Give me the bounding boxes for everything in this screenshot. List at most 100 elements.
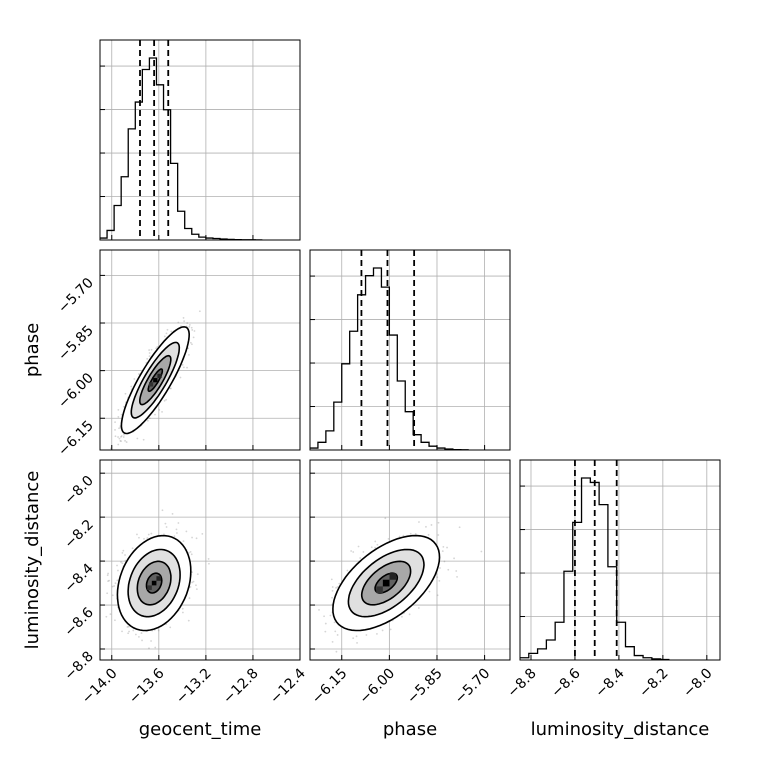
- scatter-point: [189, 341, 192, 344]
- scatter-point: [370, 546, 373, 549]
- scatter-point: [111, 594, 114, 597]
- scatter-point: [140, 632, 143, 634]
- x-tick-label: −8.6: [548, 665, 583, 700]
- scatter-point: [181, 611, 184, 614]
- panel-frame-luminosity_distance-luminosity_distance: [519, 459, 721, 661]
- scatter-point: [336, 634, 339, 636]
- scatter-point: [117, 443, 120, 446]
- scatter-point: [142, 438, 145, 441]
- x-tick-label: −6.15: [309, 666, 351, 708]
- scatter-point: [188, 323, 191, 326]
- y-tick-label: −6.15: [55, 418, 97, 460]
- scatter-point: [441, 550, 444, 553]
- y-tick-label: −8.4: [61, 561, 96, 596]
- scatter-point: [331, 589, 334, 592]
- y-tick-label: −5.70: [55, 275, 97, 317]
- scatter-point: [189, 550, 192, 553]
- scatter-point: [192, 336, 195, 339]
- scatter-point: [439, 567, 441, 569]
- scatter-point: [207, 558, 210, 560]
- scatter-point: [117, 436, 119, 438]
- scatter-point: [357, 545, 360, 548]
- scatter-point: [356, 642, 358, 644]
- scatter-point: [105, 615, 108, 618]
- scatter-point: [318, 609, 320, 611]
- scatter-point: [198, 310, 201, 313]
- scatter-point: [191, 536, 193, 539]
- scatter-point: [418, 521, 420, 523]
- scatter-point: [398, 535, 401, 538]
- scatter-point: [365, 634, 368, 636]
- y-tick-label: −6.00: [55, 370, 97, 412]
- density-core: [389, 573, 397, 580]
- scatter-point: [125, 441, 128, 443]
- scatter-point: [117, 569, 119, 572]
- xlabel-geocent-time: geocent_time: [139, 719, 262, 740]
- scatter-point: [324, 622, 327, 625]
- scatter-point: [436, 594, 439, 597]
- scatter-point: [132, 629, 135, 632]
- scatter-point: [331, 586, 334, 588]
- scatter-point: [114, 435, 117, 438]
- density-core: [153, 378, 158, 383]
- scatter-point: [121, 630, 123, 633]
- scatter-point: [133, 378, 136, 380]
- scatter-point: [323, 615, 325, 618]
- scatter-point: [417, 607, 420, 609]
- scatter-point: [156, 345, 159, 348]
- y-tick-label: −5.85: [55, 323, 97, 365]
- scatter-point: [376, 633, 378, 635]
- scatter-point: [137, 373, 140, 375]
- scatter-point: [208, 562, 210, 565]
- scatter-point: [116, 564, 118, 567]
- scatter-point: [161, 410, 163, 413]
- scatter-point: [148, 355, 151, 358]
- scatter-point: [359, 557, 362, 559]
- scatter-point: [165, 526, 168, 528]
- panel-frame-phase-phase: [309, 249, 511, 451]
- scatter-point: [409, 532, 412, 535]
- scatter-point: [114, 582, 117, 585]
- scatter-point: [150, 640, 152, 642]
- scatter-point: [128, 630, 130, 633]
- scatter-point: [179, 376, 182, 379]
- scatter-point: [113, 585, 116, 587]
- scatter-point: [186, 366, 188, 369]
- scatter-point: [147, 533, 150, 536]
- scatter-point: [157, 629, 160, 632]
- scatter-point: [195, 584, 197, 587]
- scatter-point: [161, 509, 164, 512]
- scatter-point: [192, 580, 195, 583]
- scatter-point: [196, 573, 199, 576]
- x-tick-label: −13.2: [173, 666, 215, 708]
- scatter-point: [155, 347, 158, 350]
- y-tick-label: −8.6: [61, 605, 96, 640]
- scatter-point: [124, 559, 127, 562]
- scatter-point: [335, 650, 338, 653]
- scatter-point: [114, 421, 116, 424]
- scatter-point: [187, 551, 190, 554]
- scatter-group: [105, 509, 210, 650]
- scatter-point: [381, 629, 384, 632]
- scatter-point: [330, 578, 333, 581]
- scatter-point: [120, 413, 123, 416]
- scatter-point: [138, 536, 140, 539]
- scatter-point: [182, 366, 185, 369]
- scatter-point: [384, 517, 387, 520]
- scatter-group: [318, 517, 483, 653]
- scatter-point: [148, 349, 151, 351]
- scatter-point: [191, 343, 193, 346]
- scatter-point: [376, 543, 379, 546]
- scatter-point: [148, 647, 150, 650]
- panel-frame-geocent_time-geocent_time: [99, 39, 301, 241]
- scatter-point: [193, 330, 196, 332]
- xlabel-phase: phase: [383, 719, 437, 740]
- scatter-point: [114, 429, 116, 431]
- grid-layer: [100, 40, 720, 660]
- scatter-point: [480, 550, 483, 553]
- x-tick-label: −5.70: [452, 666, 494, 708]
- scatter-point: [355, 635, 358, 638]
- scatter-point: [150, 348, 153, 351]
- scatter-point: [124, 439, 126, 442]
